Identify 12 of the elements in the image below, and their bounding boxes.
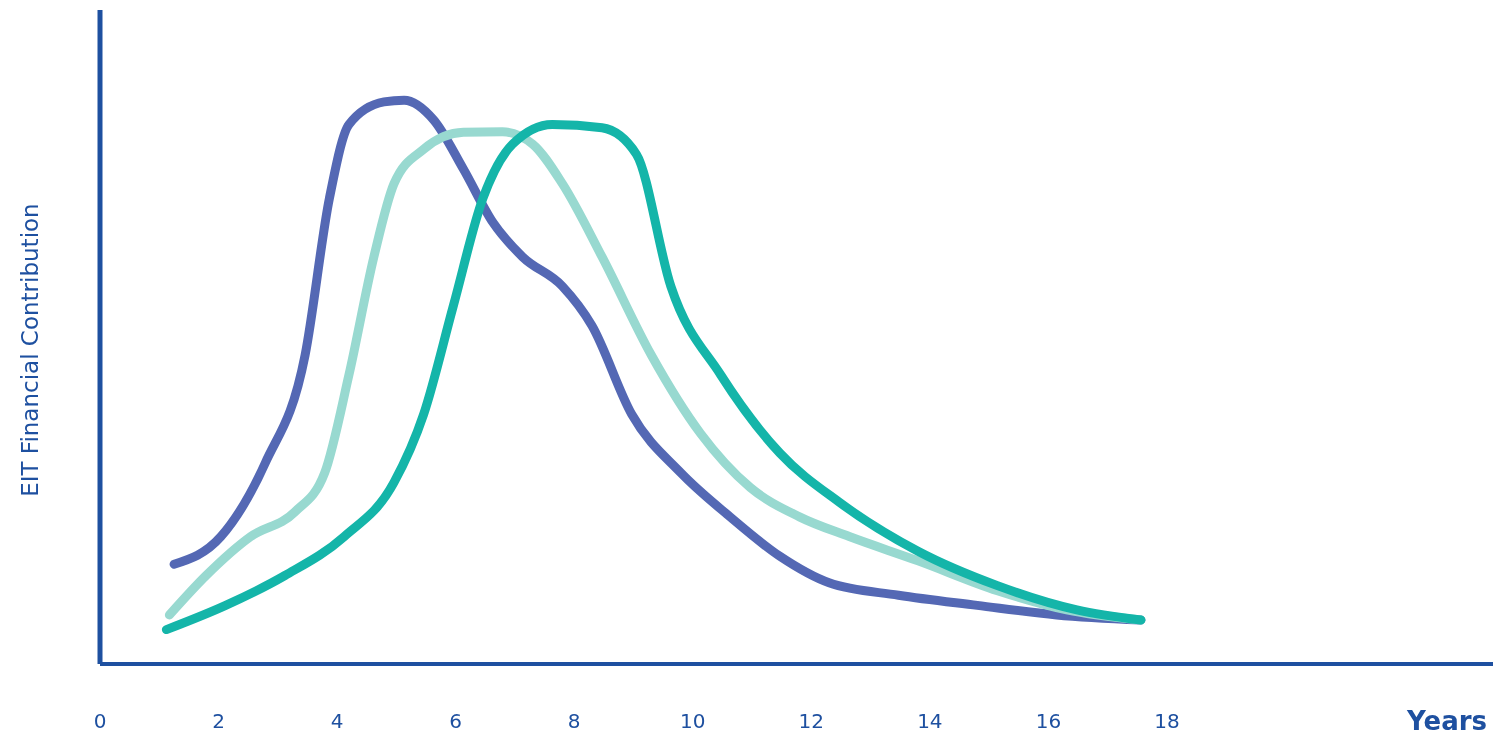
x-tick-label: 0 — [93, 709, 107, 734]
x-tick-label: 10 — [680, 709, 706, 734]
x-tick-label: 6 — [449, 709, 463, 734]
y-axis-title: EIT Financial Contribution — [17, 203, 43, 497]
x-tick-label: 2 — [212, 709, 225, 734]
x-tick-label: 14 — [917, 709, 943, 734]
x-tick-label: 8 — [567, 709, 581, 734]
x-tick-label: 4 — [330, 709, 344, 734]
x-tick-label: 12 — [798, 709, 825, 734]
x-tick-label: 16 — [1035, 709, 1062, 734]
x-tick-label: 18 — [1154, 709, 1180, 734]
x-axis-title: Years — [1406, 706, 1487, 736]
